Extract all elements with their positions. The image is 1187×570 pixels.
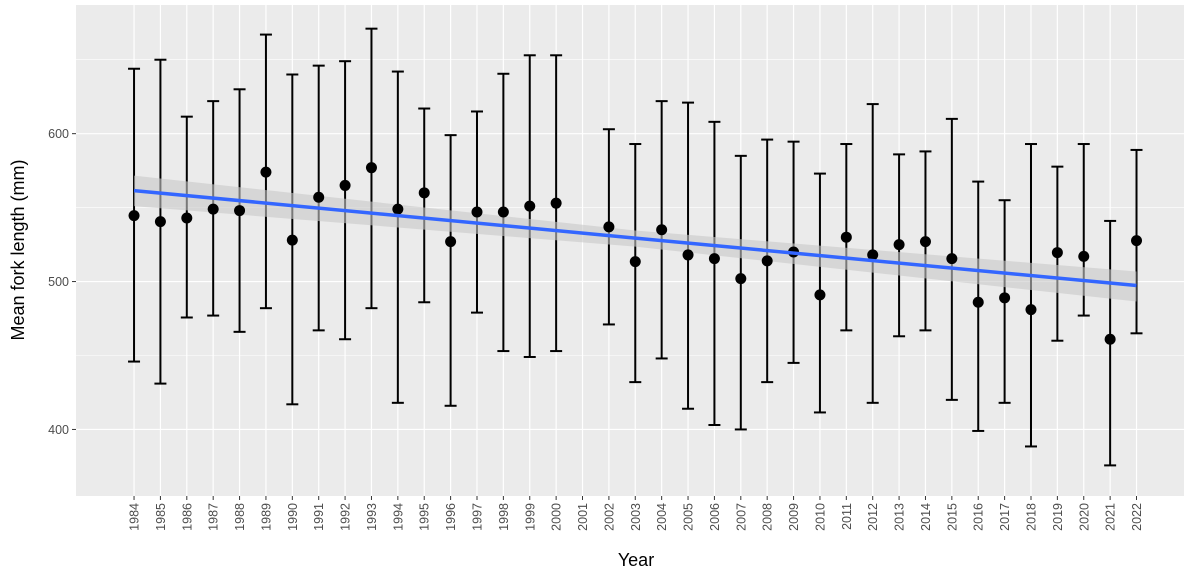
point — [629, 256, 641, 268]
x-tick-label: 1987 — [207, 503, 221, 531]
point — [550, 197, 562, 209]
point — [524, 200, 536, 212]
x-tick-label: 2006 — [708, 503, 722, 531]
x-tick-label: 1990 — [286, 503, 300, 531]
x-tick-label: 2015 — [945, 503, 959, 531]
error-bar — [708, 120, 721, 427]
x-tick-label: 2012 — [866, 503, 880, 531]
x-tick-label: 1985 — [154, 503, 168, 531]
point — [260, 166, 272, 178]
point — [603, 221, 615, 233]
point — [365, 162, 377, 174]
error-bar — [734, 154, 747, 431]
point — [656, 224, 668, 236]
point — [181, 212, 193, 224]
point — [840, 231, 852, 243]
x-tick-label: 2001 — [576, 503, 590, 531]
x-tick-label: 2004 — [655, 503, 669, 531]
x-tick-label: 2017 — [998, 503, 1012, 531]
y-axis-title: Mean fork length (mm) — [8, 159, 28, 340]
point — [867, 249, 879, 261]
point — [471, 206, 483, 218]
error-bar — [391, 70, 404, 404]
error-bar — [418, 107, 431, 304]
point — [234, 205, 246, 217]
y-tick-label: 400 — [48, 423, 69, 437]
point — [497, 206, 509, 218]
x-tick-label: 1986 — [180, 503, 194, 531]
point — [972, 296, 984, 308]
x-tick-label: 2000 — [550, 503, 564, 531]
error-bar — [1024, 143, 1037, 448]
point — [708, 253, 720, 265]
point — [1025, 304, 1037, 316]
x-tick-label: 1999 — [523, 503, 537, 531]
point — [1104, 333, 1116, 345]
point — [735, 273, 747, 285]
point — [128, 210, 140, 222]
x-tick-label: 2002 — [602, 503, 616, 531]
x-tick-label: 2008 — [761, 503, 775, 531]
point — [154, 216, 166, 228]
x-tick-label: 2007 — [734, 503, 748, 531]
x-tick-label: 2016 — [972, 503, 986, 531]
x-tick-label: 2018 — [1024, 503, 1038, 531]
point — [339, 179, 351, 191]
x-tick-label: 2022 — [1130, 503, 1144, 531]
point — [946, 253, 958, 265]
x-axis-title: Year — [618, 550, 654, 570]
point — [999, 292, 1011, 304]
x-tick-label: 1991 — [312, 503, 326, 531]
x-tick-label: 2021 — [1104, 503, 1118, 531]
point — [1078, 250, 1090, 262]
point — [1051, 247, 1063, 259]
trend-line — [133, 188, 1137, 288]
x-tick-label: 1996 — [444, 503, 458, 531]
point — [418, 187, 430, 199]
x-tick-label: 2013 — [893, 503, 907, 531]
plot-panel — [76, 5, 1184, 496]
x-tick-label: 1984 — [128, 503, 142, 531]
point — [682, 249, 694, 261]
point — [761, 255, 773, 267]
point — [893, 239, 905, 251]
point — [392, 203, 404, 215]
point — [919, 236, 931, 248]
x-tick-label: 2010 — [813, 503, 827, 531]
y-tick-label: 600 — [48, 127, 69, 141]
y-tick-label: 500 — [48, 275, 69, 289]
x-tick-label: 1998 — [497, 503, 511, 531]
x-tick-label: 2011 — [840, 503, 854, 530]
x-tick-label: 1995 — [418, 503, 432, 531]
x-tick-label: 1989 — [259, 503, 273, 531]
x-tick-label: 1997 — [470, 503, 484, 531]
error-bar — [444, 134, 457, 407]
point — [207, 203, 219, 215]
point — [286, 234, 298, 246]
x-tick-label: 2014 — [919, 503, 933, 531]
x-tick-label: 2020 — [1077, 503, 1091, 531]
point — [814, 289, 826, 301]
point — [1131, 235, 1143, 247]
x-tick-label: 1994 — [391, 503, 405, 531]
x-tick-label: 1993 — [365, 503, 379, 531]
x-tick-label: 2005 — [682, 503, 696, 531]
x-tick-label: 2019 — [1051, 503, 1065, 531]
x-tick-label: 2003 — [629, 503, 643, 531]
x-tick-label: 1992 — [339, 503, 353, 531]
x-tick-label: 2009 — [787, 503, 801, 531]
point — [445, 236, 457, 248]
point — [313, 191, 325, 203]
x-tick-label: 1988 — [233, 503, 247, 531]
